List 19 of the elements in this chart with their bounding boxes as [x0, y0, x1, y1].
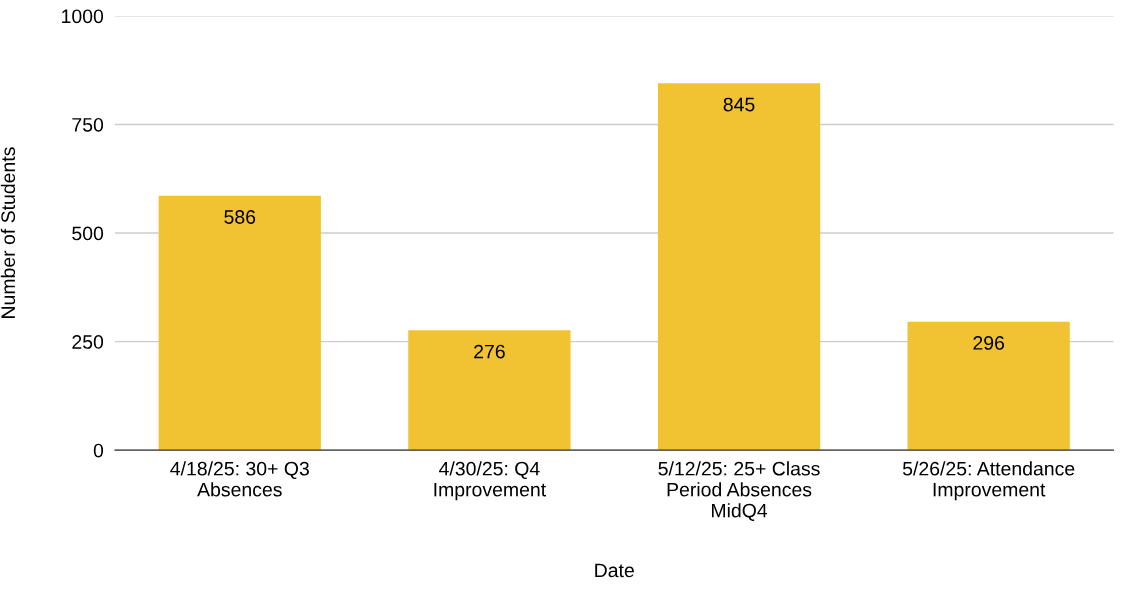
data-label: 845 — [723, 97, 755, 112]
y-tick-label: 750 — [72, 117, 104, 132]
y-tick-label: 500 — [72, 226, 104, 241]
data-label: 296 — [973, 336, 1005, 350]
x-tick-label: 4/18/25: 30+ Q3 Absences — [170, 461, 309, 497]
bar — [657, 83, 821, 451]
x-tick-label: 4/30/25: Q4 Improvement — [434, 461, 546, 501]
bar — [158, 195, 321, 451]
bar — [408, 330, 571, 451]
bar — [907, 321, 1070, 451]
data-label: 276 — [474, 344, 505, 359]
y-tick-label: 0 — [93, 443, 104, 458]
y-axis-title: Number of Students — [0, 147, 16, 318]
x-tick-label: 5/26/25: Attendance Improvement — [902, 461, 1075, 501]
data-label: 586 — [224, 210, 256, 224]
y-tick-label: 1000 — [62, 9, 104, 24]
x-axis-title: Date — [595, 563, 634, 578]
y-tick-label: 250 — [72, 335, 104, 349]
x-tick-label: 5/12/25: 25+ Class Period Absences MidQ4 — [658, 461, 820, 521]
